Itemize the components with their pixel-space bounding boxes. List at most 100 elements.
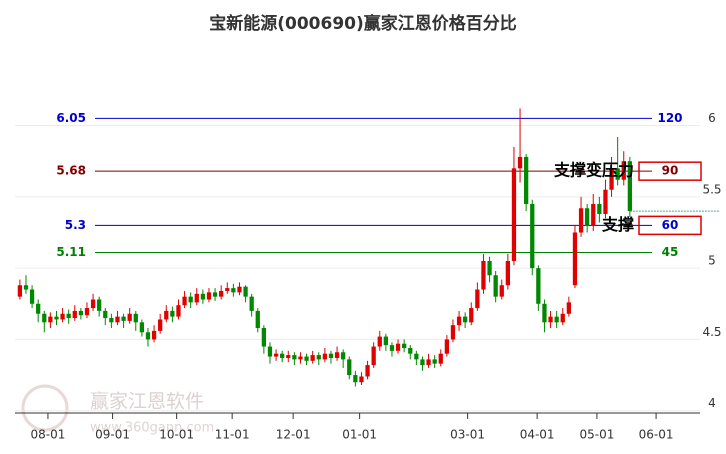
x-tick-label: 03-01 — [450, 428, 485, 442]
watermark: 赢家江恩软件 — [90, 391, 204, 413]
gann-percent-label: 120 — [657, 111, 682, 125]
candle-body — [249, 296, 254, 311]
candle-body — [304, 356, 309, 361]
candle-body — [591, 203, 596, 226]
candle-body — [334, 352, 340, 358]
candle-body — [578, 208, 584, 233]
candle-body — [310, 355, 315, 361]
candle-body — [402, 343, 407, 348]
candle-body — [109, 318, 114, 323]
candle-body — [97, 299, 102, 311]
gann-price-label: 5.3 — [65, 218, 86, 232]
candle-body — [292, 355, 297, 360]
candle-body — [225, 288, 230, 291]
candle-body — [145, 332, 151, 340]
candle-body — [151, 330, 157, 340]
candle-body — [469, 308, 474, 323]
candle-body — [603, 189, 608, 214]
y-tick-label: 6 — [708, 111, 716, 125]
candle-body — [121, 316, 126, 321]
x-tick-label: 09-01 — [95, 428, 130, 442]
candle-body — [438, 353, 443, 364]
x-tick-label: 01-01 — [342, 428, 377, 442]
candle-body — [158, 319, 163, 331]
candle-body — [72, 310, 77, 319]
candle-body — [280, 353, 285, 358]
candle-body — [530, 203, 535, 269]
candle-body — [511, 168, 517, 262]
candle-body — [627, 161, 632, 212]
chart-title: 宝新能源(000690)赢家江恩价格百分比 — [209, 13, 517, 34]
candle-body — [273, 353, 279, 357]
x-tick-label: 10-01 — [159, 428, 194, 442]
candle-body — [572, 232, 578, 286]
candle-body — [414, 353, 419, 360]
candle-body — [597, 203, 602, 214]
candle-body — [560, 313, 565, 323]
candle-body — [487, 261, 492, 276]
candle-body — [139, 322, 145, 333]
candle-body — [54, 316, 59, 320]
candle-body — [524, 156, 529, 204]
annotation-box — [638, 215, 702, 236]
candle-body — [17, 285, 23, 297]
candle-body — [78, 310, 84, 316]
annotation: 支撑变压力 — [553, 161, 634, 180]
candle-body — [371, 346, 376, 366]
candle-body — [444, 339, 449, 354]
candle-body — [585, 208, 590, 226]
candle-body — [341, 352, 346, 360]
candle-body — [505, 261, 510, 286]
candle-body — [389, 345, 395, 351]
x-tick-label: 04-01 — [520, 428, 555, 442]
candle-body — [322, 353, 328, 360]
candle-body — [267, 346, 273, 357]
gann-percent-label: 60 — [662, 218, 679, 232]
candle-body — [548, 316, 553, 323]
candle-body — [237, 286, 242, 293]
candle-body — [554, 316, 559, 323]
candle-body — [615, 168, 620, 180]
x-tick-label: 08-01 — [31, 428, 66, 442]
y-tick-label: 5 — [708, 254, 716, 268]
y-tick-label: 5.5 — [702, 182, 721, 196]
candle-body — [115, 316, 120, 323]
x-tick-label: 06-01 — [639, 428, 674, 442]
candle-body — [621, 161, 626, 180]
candle-body — [408, 347, 413, 354]
candle-body — [164, 310, 169, 320]
candle-body — [347, 359, 352, 376]
candle-body — [23, 285, 29, 290]
candle-body — [395, 343, 401, 351]
candle-body — [66, 313, 71, 319]
candle-body — [450, 325, 456, 340]
candle-body — [206, 292, 212, 300]
candle-body — [127, 313, 132, 321]
candle-body — [493, 275, 498, 297]
candle-body — [60, 313, 65, 320]
candle-body — [426, 359, 431, 366]
watermark-url: www.360gann.com — [90, 421, 214, 436]
candle-body — [542, 303, 547, 323]
candle-body — [383, 336, 388, 346]
candle-body — [48, 316, 53, 323]
candle-body — [243, 286, 248, 297]
gann-percent-label: 90 — [662, 164, 679, 178]
candle-body — [200, 293, 206, 300]
gann-price-label: 5.68 — [56, 164, 86, 178]
candle-body — [328, 353, 334, 358]
candle-body — [188, 296, 193, 303]
candle-body — [170, 310, 175, 317]
candle-body — [29, 289, 35, 304]
candle-body — [353, 375, 358, 383]
candle-body — [194, 293, 199, 303]
candle-body — [42, 313, 47, 323]
candle-body — [481, 261, 486, 290]
x-tick-label: 05-01 — [579, 428, 614, 442]
x-tick-label: 11-01 — [215, 428, 250, 442]
candle-body — [255, 310, 260, 329]
candle-body — [219, 290, 224, 297]
candle-body — [212, 292, 218, 297]
y-tick-label: 4 — [708, 396, 716, 410]
